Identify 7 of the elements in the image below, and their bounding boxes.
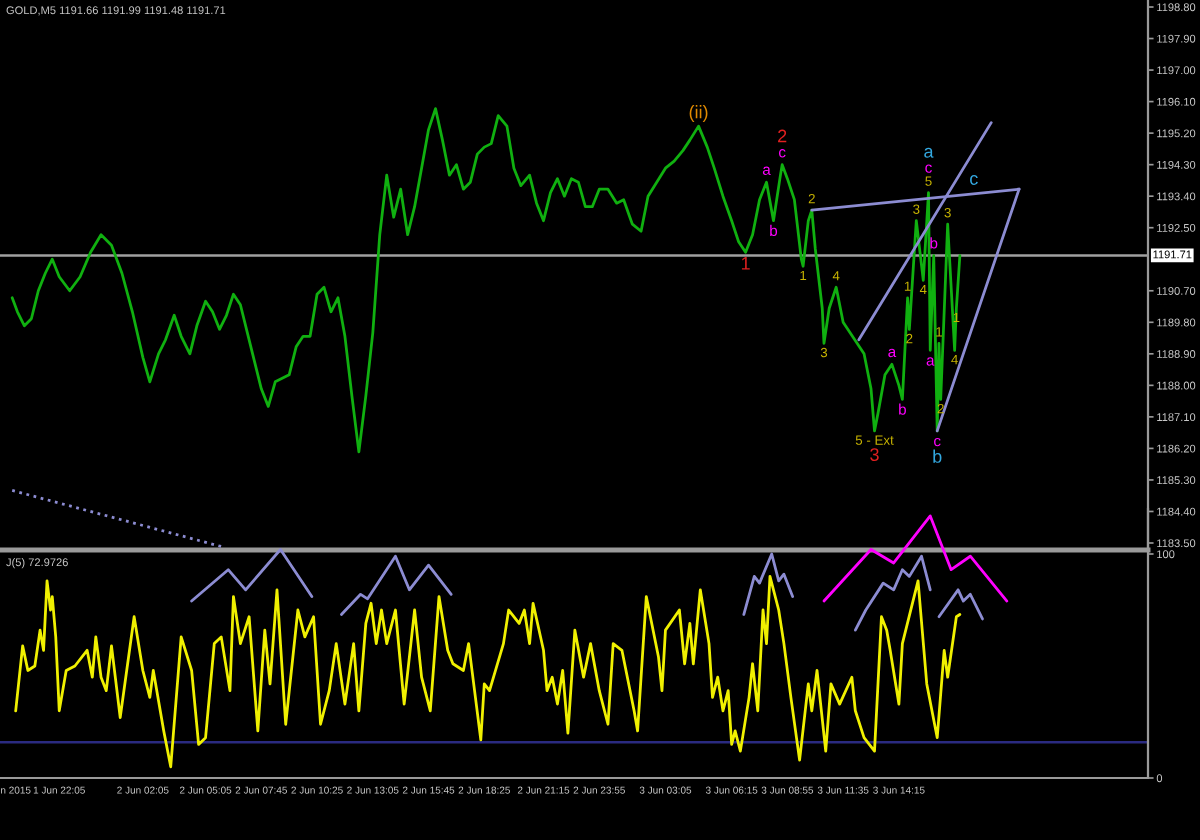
annotation: 3 <box>870 448 879 461</box>
annotation: c <box>970 175 978 185</box>
annotation: b <box>933 449 942 463</box>
annotation: 2 <box>778 129 787 143</box>
annotation: a <box>924 147 934 158</box>
annotation: 1 <box>741 257 750 270</box>
annotation: (ii) <box>689 105 708 122</box>
